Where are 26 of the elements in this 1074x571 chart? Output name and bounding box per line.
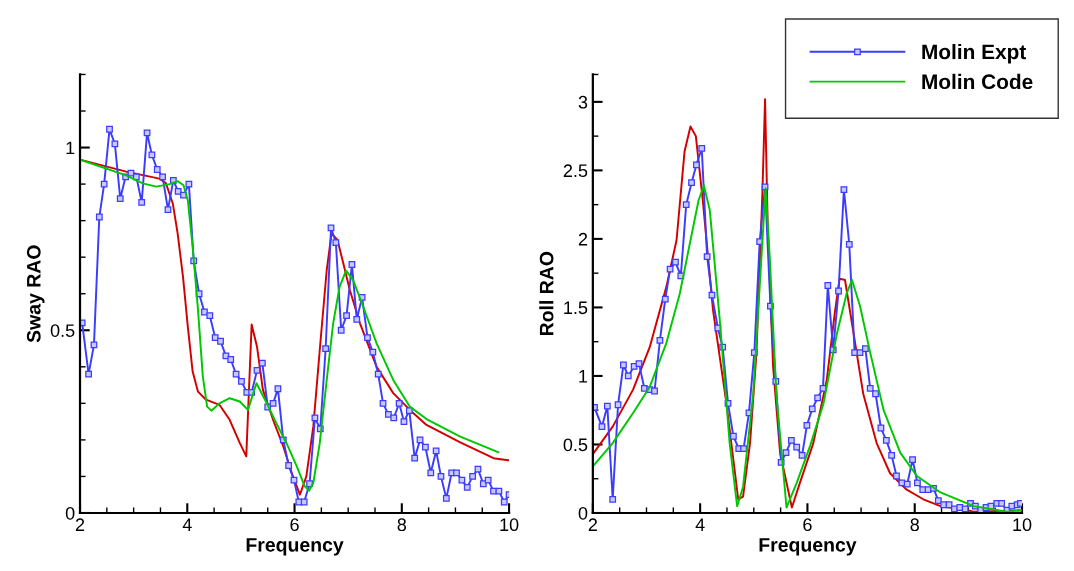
x-axis-title: Frequency <box>759 538 857 556</box>
x-tick-label: 2 <box>588 518 597 531</box>
y-tick-label: 0 <box>65 506 75 520</box>
y-tick-label: 1 <box>66 141 75 155</box>
y-tick-label: 0.5 <box>50 324 75 337</box>
x-tick-label: 4 <box>695 518 705 531</box>
legend-label: Molin Expt <box>922 43 1027 64</box>
x-axis-title: Frequency <box>246 538 344 556</box>
y-tick-label: 2.5 <box>563 164 588 178</box>
y-tick-label: 1.5 <box>564 301 588 315</box>
x-tick-label: 10 <box>500 518 519 532</box>
x-tick-label: 8 <box>397 518 407 532</box>
y-tick-label: 1 <box>579 370 588 383</box>
x-tick-label: 6 <box>290 518 299 532</box>
y-tick-label: 0 <box>578 506 588 520</box>
y-tick-label: 0.5 <box>563 438 588 452</box>
x-tick-label: 10 <box>1013 518 1032 532</box>
x-tick-label: 2 <box>75 518 85 531</box>
x-tick-label: 8 <box>910 518 919 532</box>
y-axis-title: Roll RAO <box>539 251 554 336</box>
x-tick-label: 6 <box>803 518 812 532</box>
y-axis-title: Sway RAO <box>26 245 45 343</box>
legend-label: Molin Code <box>922 73 1033 90</box>
y-tick-label: 3 <box>578 95 588 109</box>
y-tick-label: 2 <box>578 232 588 246</box>
x-tick-label: 4 <box>182 518 192 531</box>
